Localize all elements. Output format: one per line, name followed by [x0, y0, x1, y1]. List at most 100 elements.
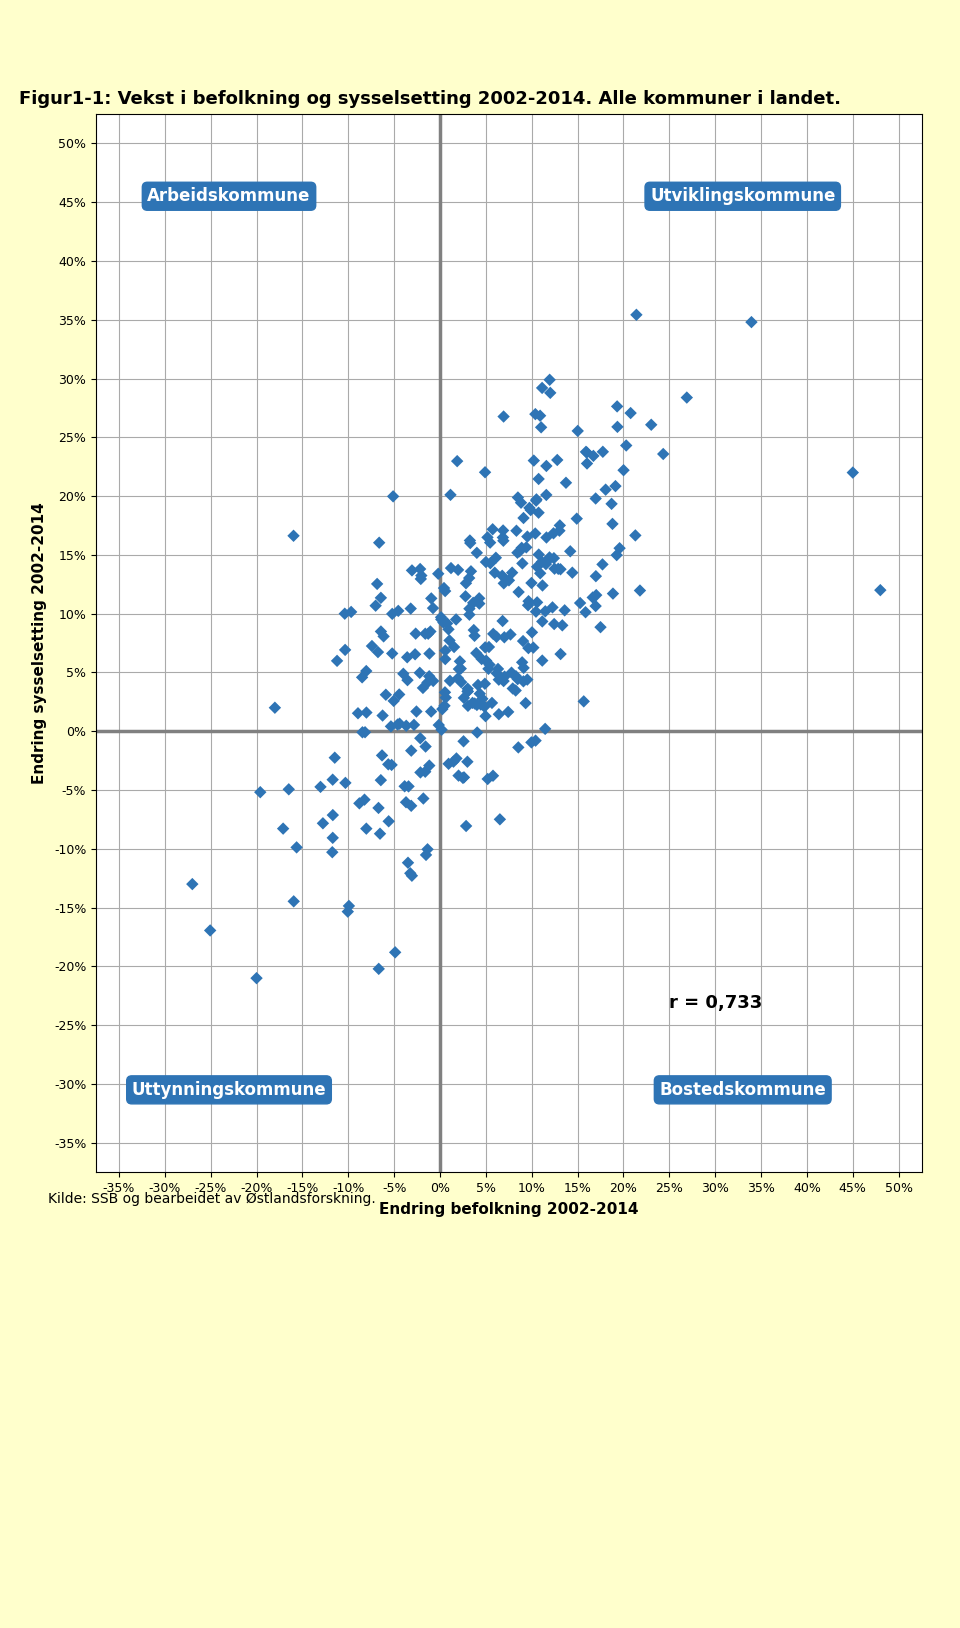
Point [518, 534, 534, 560]
Point [467, 624, 482, 650]
Point [531, 500, 546, 526]
Text: Figur1-1: Vekst i befolkning og sysselsetting 2002-2014. Alle kommuner i landet.: Figur1-1: Vekst i befolkning og sysselse… [19, 90, 841, 107]
Point [373, 767, 389, 793]
Point [495, 527, 511, 554]
Point [458, 570, 473, 596]
Point [528, 728, 543, 754]
Point [515, 650, 530, 676]
Point [434, 716, 449, 742]
Point [570, 418, 586, 444]
Point [519, 524, 535, 550]
Point [289, 835, 304, 861]
Point [504, 560, 519, 586]
Point [436, 575, 451, 601]
Point [559, 470, 574, 497]
Point [315, 811, 330, 837]
Point [494, 563, 510, 589]
Point [569, 506, 585, 532]
Point [451, 656, 467, 682]
Point [469, 540, 485, 567]
Point [481, 633, 496, 659]
Point [409, 698, 424, 724]
Point [460, 749, 475, 775]
Point [524, 570, 540, 596]
Point [438, 679, 453, 705]
Point [434, 606, 449, 632]
Point [477, 459, 492, 485]
Point [327, 744, 343, 770]
Point [546, 545, 562, 571]
Point [539, 552, 554, 578]
Point [491, 656, 506, 682]
Point [281, 777, 297, 803]
Point [451, 762, 467, 788]
Point [357, 720, 372, 746]
Point [337, 601, 352, 627]
Point [440, 610, 455, 637]
Point [586, 443, 601, 469]
Point [359, 816, 374, 842]
Point [501, 567, 516, 593]
Point [474, 685, 490, 711]
Point [386, 484, 401, 510]
Point [376, 624, 392, 650]
Point [462, 596, 477, 622]
Point [455, 765, 470, 791]
Point [744, 309, 759, 335]
Point [463, 531, 478, 557]
Point [413, 759, 428, 785]
Point [535, 609, 550, 635]
Point [371, 640, 386, 666]
Point [555, 612, 570, 638]
Point [528, 599, 543, 625]
Point [408, 620, 423, 646]
Point [542, 379, 558, 405]
Point [585, 584, 600, 610]
Point [391, 597, 406, 624]
Point [535, 648, 550, 674]
Point [508, 663, 523, 689]
Point [416, 785, 431, 811]
Point [441, 617, 456, 643]
Point [528, 488, 543, 514]
Point [579, 451, 594, 477]
Point [495, 524, 511, 550]
Point [252, 780, 268, 806]
Point [431, 711, 446, 737]
Point [468, 640, 484, 666]
Point [474, 646, 490, 672]
Point [605, 511, 620, 537]
Point [478, 703, 493, 729]
Text: Kilde: SSB og bearbeidet av Østlandsforskning.: Kilde: SSB og bearbeidet av Østlandsfors… [48, 1192, 375, 1206]
Point [528, 400, 543, 427]
Point [497, 664, 513, 690]
Point [392, 682, 407, 708]
Point [618, 433, 634, 459]
Point [572, 589, 588, 615]
Point [538, 597, 553, 624]
Point [385, 640, 400, 666]
Point [438, 578, 453, 604]
Point [531, 542, 546, 568]
Point [445, 749, 461, 775]
Point [470, 672, 486, 698]
Point [437, 694, 452, 720]
Point [477, 635, 492, 661]
Point [496, 624, 512, 650]
Point [610, 394, 625, 420]
Point [438, 646, 453, 672]
Point [469, 692, 485, 718]
Point [452, 648, 468, 674]
Point [435, 697, 450, 723]
Point [372, 956, 387, 982]
Point [483, 550, 498, 576]
Point [516, 669, 531, 695]
Point [495, 518, 511, 544]
Point [509, 518, 524, 544]
Point [564, 560, 580, 586]
Point [526, 448, 541, 474]
Point [534, 414, 549, 440]
Point [845, 459, 860, 485]
Point [629, 301, 644, 327]
Point [450, 666, 466, 692]
